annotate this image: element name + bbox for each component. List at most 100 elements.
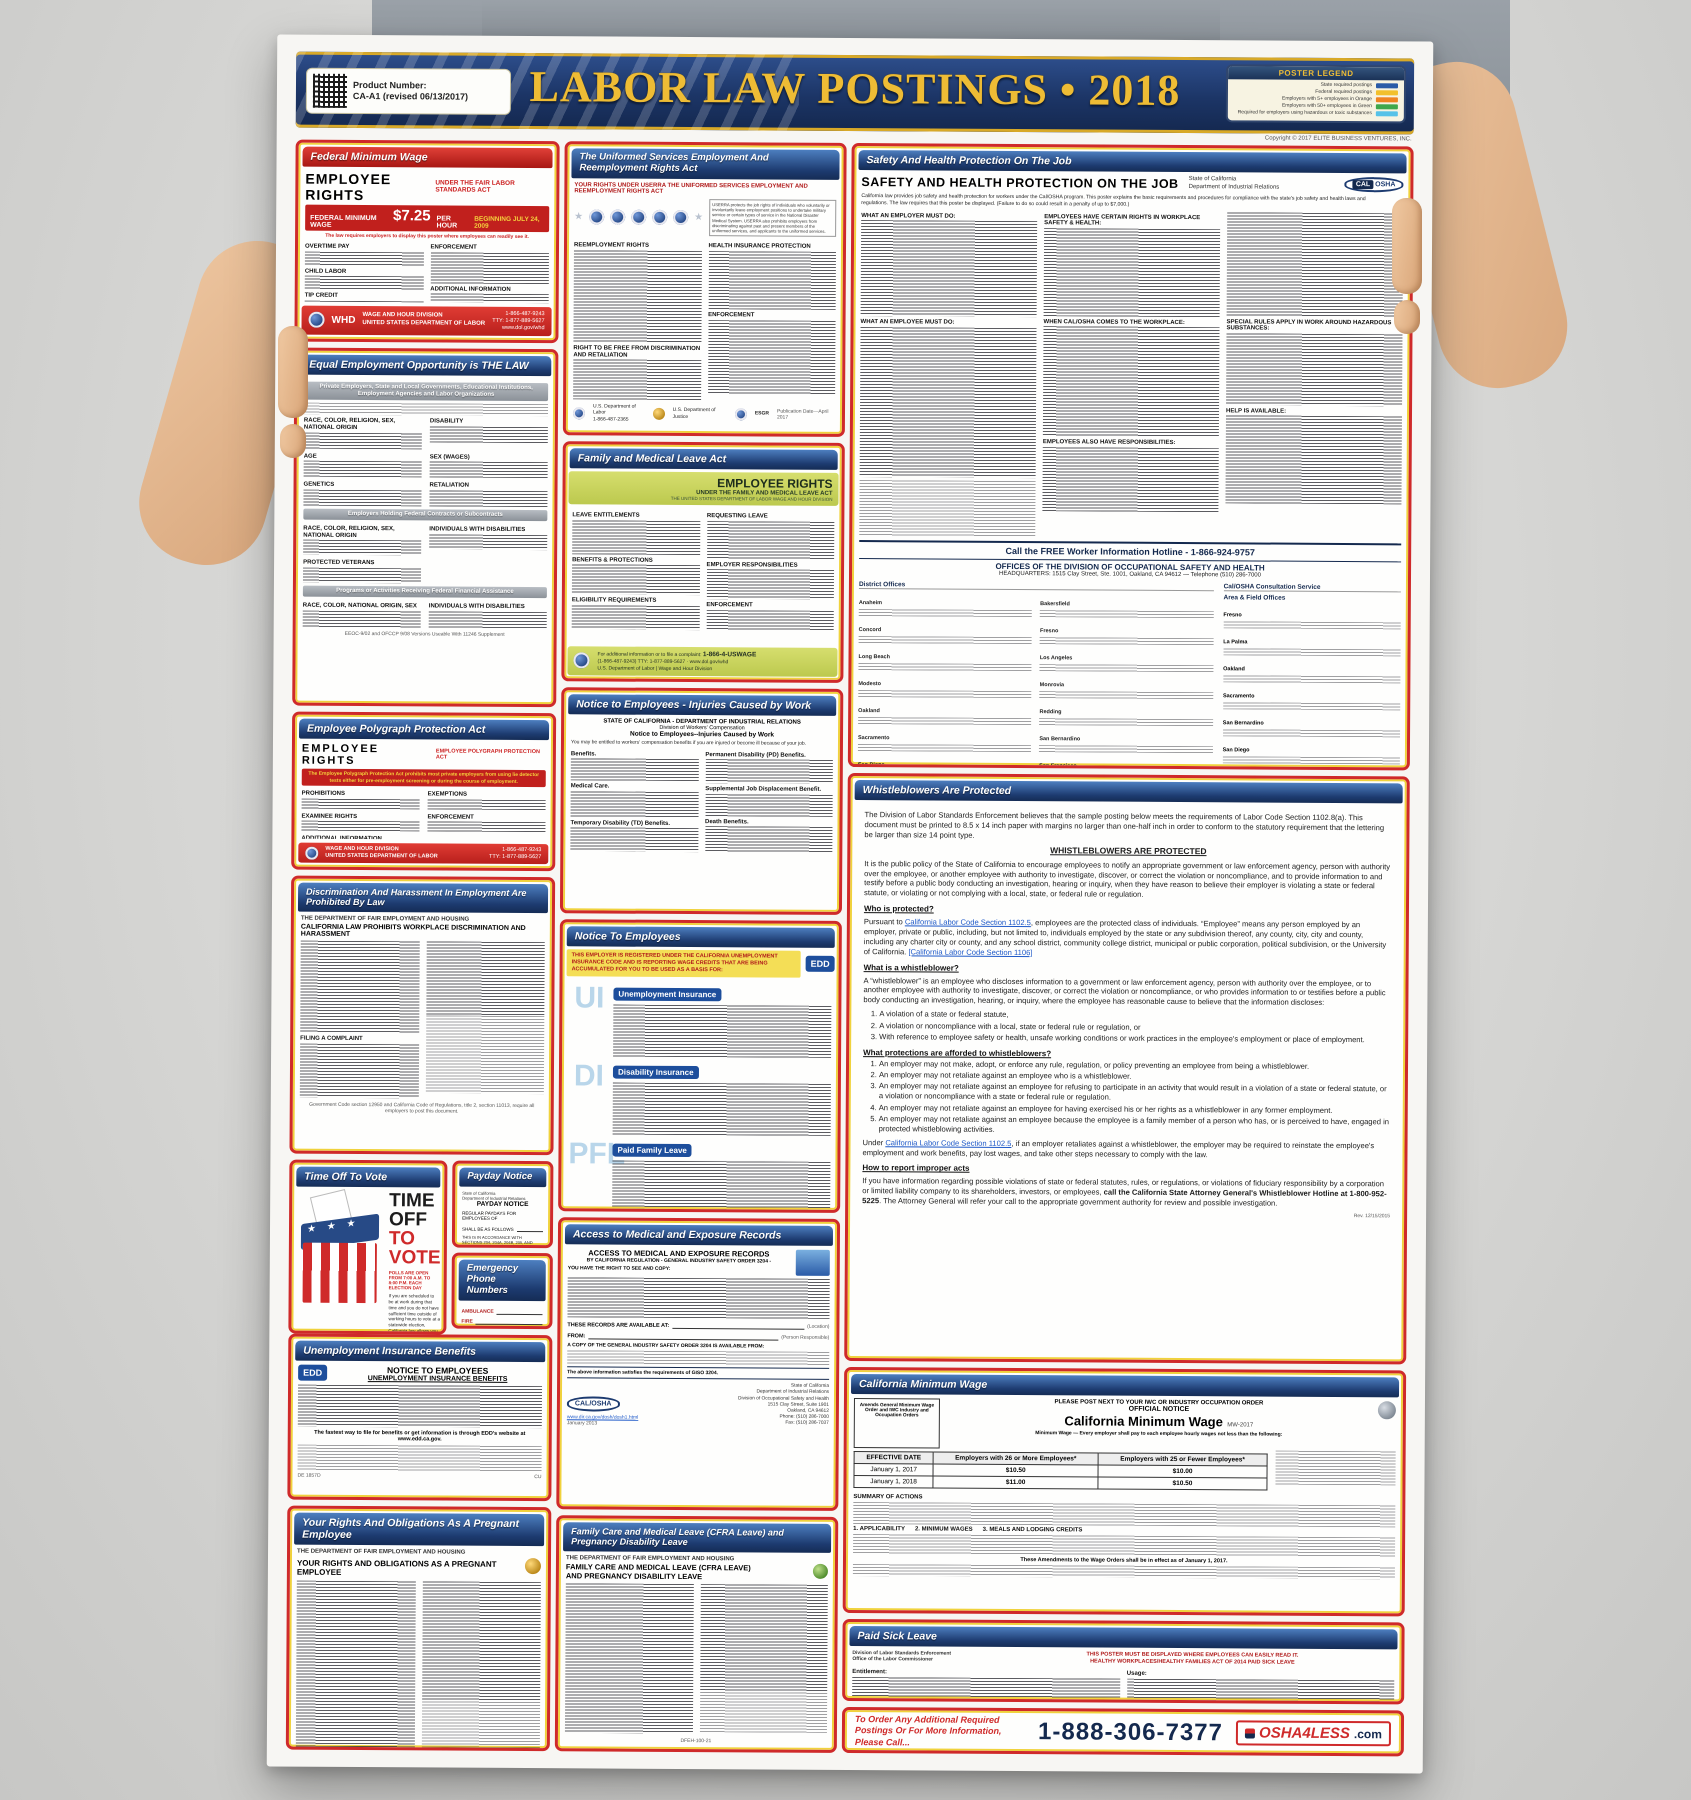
fine-print: [297, 1444, 542, 1473]
minwage-side-box: Amends General Minimum Wage Order and IW…: [853, 1398, 940, 1449]
order-phone: 1-888-306-7377: [1038, 1718, 1223, 1747]
fine-print: [705, 793, 833, 817]
qr-code-icon: [312, 73, 348, 108]
payday-heading: PAYDAY NOTICE: [476, 1200, 529, 1209]
fine-print: [1222, 729, 1401, 738]
flsa-wage-begin: BEGINNING JULY 24, 2009: [474, 215, 540, 230]
vote-big1: TIME OFF: [388, 1190, 435, 1231]
fine-print: [1223, 621, 1401, 630]
uib-title: Unemployment Insurance Benefits: [295, 1340, 546, 1363]
office-row: Redding: [1039, 700, 1213, 727]
blank-line: [475, 1316, 543, 1325]
flsa-tty: TTY: 1-877-889-5627: [492, 317, 545, 324]
medrec-f1b: (Location): [807, 1323, 830, 1330]
safety-hb2: WHEN CAL/OSHA COMES TO THE WORKPLACE:: [1043, 319, 1185, 326]
whistle-heading: WHISTLEBLOWERS ARE PROTECTED: [1050, 844, 1207, 856]
state-seal-icon: [1377, 1401, 1396, 1420]
fine-print: [304, 251, 424, 267]
medrec-address: State of California Department of Industr…: [738, 1383, 830, 1427]
minwage-heading: California Minimum Wage: [1064, 1413, 1223, 1430]
legend-swatch: [1375, 97, 1398, 103]
fine-print: [857, 743, 1032, 752]
fine-print: [421, 1581, 541, 1702]
office-row: La Palma: [1223, 630, 1401, 657]
fine-print: [427, 821, 546, 833]
section-discrimination: Discrimination And Harassment In Employm…: [289, 875, 556, 1156]
section-federal-minimum-wage: Federal Minimum Wage EMPLOYEE RIGHTS UND…: [294, 139, 560, 344]
safety-intro: California law provides job safety and h…: [861, 192, 1366, 208]
eeo-group1: RACE, COLOR, RELIGION, SEX, NATIONAL ORI…: [303, 415, 548, 507]
userra-footer1b: 1-866-487-2365: [592, 416, 629, 423]
fmla-h5: EMPLOYER RESPONSIBILITIES: [706, 561, 798, 569]
office-row: San Diego: [858, 753, 1031, 767]
fine-print: [858, 608, 1033, 617]
inj-h1: Benefits.: [570, 750, 597, 758]
disc-subtitle: CALIFORNIA LAW PROHIBITS WORKPLACE DISCR…: [300, 923, 526, 939]
poly-body: PROHIBITIONS EXEMPTIONS EXAMINEE RIGHTS ENF…: [301, 788, 546, 840]
fine-print: [1126, 1678, 1395, 1702]
whistle-under: Under California Labor Code Section 1102…: [862, 1137, 1375, 1159]
fine-print: [699, 1584, 828, 1694]
eeo-title: Equal Employment Opportunity is THE LAW: [301, 354, 552, 377]
medrec-sub2: YOU HAVE THE RIGHT TO SEE AND COPY:: [567, 1265, 671, 1272]
payday-field1: REGULAR PAYDAYS FOR EMPLOYEES OF: [462, 1210, 517, 1221]
fine-print: [567, 1277, 830, 1319]
dol-seal-icon: [573, 652, 590, 669]
fine-print: [1222, 702, 1401, 711]
office-row: San Diego: [1222, 738, 1400, 765]
medrec-bold-note: The above information satisfies the requ…: [567, 1366, 830, 1380]
vote-title: Time Off To Vote: [296, 1166, 441, 1188]
whistle-rev: Rev. 12/15/2015: [1353, 1213, 1391, 1220]
fine-print: [706, 609, 834, 631]
section-safety-health: Safety And Health Protection On The Job …: [847, 142, 1414, 771]
emergency-list: AMBULANCE FIRE POLICE PHYSICIAN: [454, 1300, 549, 1326]
cfra-heading2: AND PREGNANCY DISABILITY LEAVE: [565, 1571, 703, 1582]
fine-print: [573, 250, 702, 344]
poster-legend-title: POSTER LEGEND: [1228, 66, 1405, 81]
fine-print: [1223, 648, 1401, 657]
osha4less-logo: OSHA4LESS .com: [1235, 1720, 1392, 1747]
medrec-f1: THESE RECORDS ARE AVAILABLE AT:: [567, 1322, 670, 1329]
whd-seal-icon: [308, 311, 325, 329]
fine-print: [858, 635, 1032, 644]
osc-seal-icon: [631, 209, 647, 225]
ballot-box-icon: ★ ★ ★: [299, 1189, 386, 1310]
consultation-label: Cal/OSHA Consultation Service: [1223, 583, 1401, 593]
right-thumb: [1392, 198, 1422, 294]
userra-footer2: U.S. Department of Justice: [672, 407, 716, 420]
col-header: Employers with 26 or More Employees*: [933, 1452, 1099, 1466]
safety-hc1: SPECIAL RULES APPLY IN WORK AROUND HAZAR…: [1226, 318, 1392, 332]
emergency-title: Emergency Phone Numbers: [458, 1259, 546, 1301]
fmla-footer-web: www.dol.gov/whd: [689, 659, 729, 666]
flsa-col2: ENFORCEMENT ADDITIONAL INFORMATION: [430, 241, 549, 303]
section-paid-sick-leave: Paid Sick Leave Division of Labor Standa…: [842, 1618, 1405, 1705]
safety-heading: SAFETY AND HEALTH PROTECTION ON THE JOB: [861, 174, 1179, 191]
minwage-code: MW-2017: [1227, 1422, 1254, 1429]
office-row: San Bernardino: [1222, 711, 1401, 738]
legend-list: State required postings Federal required…: [1234, 82, 1399, 117]
poly-footer: WAGE AND HOUR DIVISION UNITED STATES DEP…: [298, 842, 549, 865]
whistle-a4: If you have information regarding possib…: [862, 1176, 1387, 1208]
legend-swatch: [1375, 111, 1398, 117]
safety-org2: Department of Industrial Relations: [1188, 183, 1280, 191]
payday-law: THIS IS IN ACCORDANCE WITH SECTIONS 204,…: [461, 1234, 541, 1245]
fmla-h2: BENEFITS & PROTECTIONS: [572, 556, 653, 564]
product-label: Product Number:: [352, 79, 427, 91]
doj-seal-icon: [652, 209, 668, 225]
fine-print: [571, 564, 700, 596]
area-offices-label: Area & Field Offices: [1223, 594, 1286, 602]
pregnant-org: THE DEPARTMENT OF FAIR EMPLOYMENT AND HO…: [297, 1548, 466, 1556]
poster-legend: POSTER LEGEND State required postings Fe…: [1225, 64, 1407, 123]
fine-print: [428, 610, 547, 629]
fine-print: [612, 1160, 831, 1210]
fine-print: [858, 716, 1032, 725]
fine-print: [425, 1015, 545, 1095]
minwage-item2: 2. MINIMUM WAGES: [914, 1526, 973, 1533]
pregnant-title: Your Rights And Obligations As A Pregnan…: [294, 1512, 545, 1547]
section-pregnant-employee: Your Rights And Obligations As A Pregnan…: [285, 1505, 552, 1752]
uib-code-left: DE 1857D: [297, 1472, 321, 1479]
userra-subtitle: YOUR RIGHTS UNDER USERRA THE UNIFORMED S…: [574, 182, 808, 195]
fmla-h4: REQUESTING LEAVE: [706, 513, 768, 520]
fine-print: [421, 1701, 541, 1749]
office-row: Fresno: [1223, 603, 1401, 630]
